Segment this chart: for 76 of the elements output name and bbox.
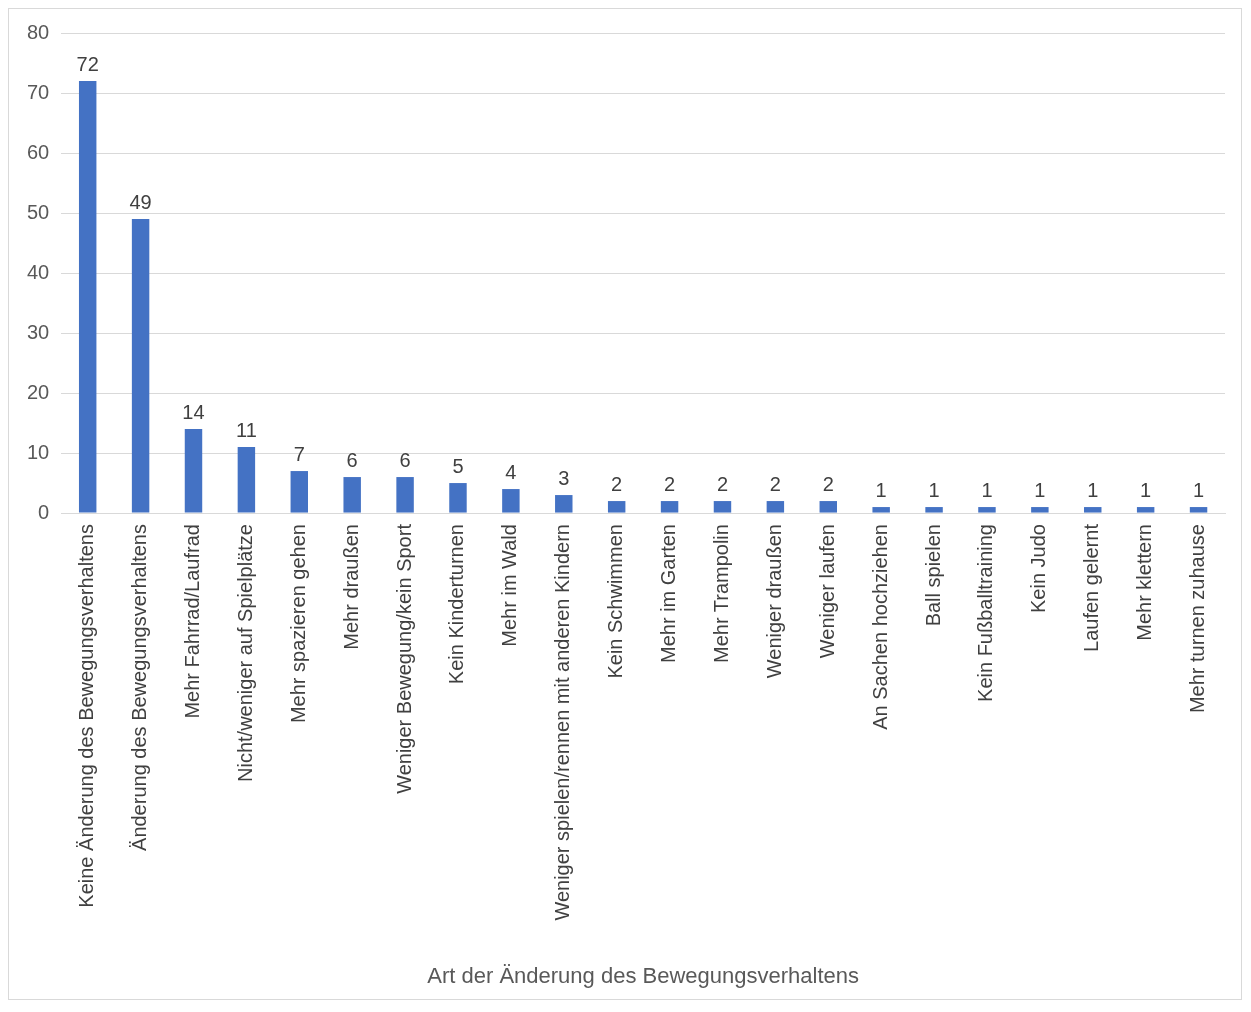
bar [502,489,520,513]
x-axis-title: Art der Änderung des Bewegungsverhaltens [427,962,859,988]
y-tick-label: 70 [27,80,50,103]
bar [978,507,996,513]
data-label: 1 [875,478,887,501]
data-label: 7 [293,442,305,465]
bar [925,507,943,513]
x-tick-label: Mehr im Garten [657,524,680,663]
y-tick-label: 30 [27,320,50,343]
bar [872,507,890,513]
data-label: 1 [1034,478,1046,501]
y-tick-label: 40 [27,260,50,283]
x-tick-label: Weniger Bewegung/kein Sport [392,523,415,794]
data-label: 2 [611,472,623,495]
x-tick-label: Kein Schwimmen [604,524,627,679]
x-tick-label: Kein Judo [1027,524,1050,614]
x-tick-label: Weniger draußen [762,524,785,679]
bar [78,81,97,513]
y-tick-label: 10 [27,440,50,463]
data-label: 2 [664,472,676,495]
data-label: 11 [236,418,257,441]
x-tick-label: Keine Änderung des Bewegungsverhaltens [75,524,98,908]
x-tick-label: Mehr im Wald [498,524,521,647]
data-label: 6 [399,448,411,471]
data-label: 2 [716,472,729,495]
y-tick-label: 80 [27,20,50,43]
data-label: 2 [769,472,781,495]
x-tick-label: Kein Kinderturnen [445,524,468,685]
data-label: 14 [182,400,205,423]
x-tick-label: An Sachen hochziehen [868,524,891,730]
bar [555,495,573,513]
x-tick-label: Änderung des Bewegungsverhaltens [128,524,151,851]
x-tick-label: Nicht/weniger auf Spielplätze [233,524,256,782]
data-label: 3 [558,466,570,489]
bar [1136,507,1155,513]
y-tick-label: 60 [27,140,50,163]
y-tick-label: 0 [38,500,50,523]
bar [766,501,785,513]
bar [449,483,467,513]
x-tick-label: Weniger laufen [815,524,838,659]
data-label: 1 [1140,478,1152,501]
x-tick-label: Mehr turnen zuhause [1186,524,1209,714]
bar [1189,507,1208,513]
x-tick-label: Mehr draußen [339,524,362,650]
bar [1031,507,1049,513]
data-label: 49 [129,190,152,213]
bar [396,477,414,513]
x-tick-label: Mehr spazieren gehen [286,524,309,724]
bar [131,219,150,513]
data-label: 4 [505,460,517,483]
bar [1084,507,1102,513]
bar [290,471,309,513]
x-tick-label: Kein Fußballtraining [974,524,997,702]
bar [184,429,203,513]
x-tick-label: Mehr Fahrrad/Laufrad [181,524,204,719]
data-label: 2 [822,472,834,495]
data-label: 1 [1192,478,1205,501]
data-label: 5 [452,454,464,477]
bar [343,477,361,513]
data-label: 1 [981,478,993,501]
y-tick-label: 20 [27,380,50,403]
x-tick-label: Ball spielen [921,524,944,627]
bar [237,447,256,513]
x-tick-label: Mehr Trampolin [709,524,732,663]
bar [660,501,679,513]
y-tick-label: 50 [27,200,50,223]
bar [713,501,732,513]
data-label: 1 [1087,478,1099,501]
data-label: 1 [928,478,940,501]
x-tick-label: Mehr klettern [1133,524,1156,641]
bar [819,501,837,513]
data-label: 6 [346,448,358,471]
data-label: 72 [76,52,99,75]
bar [607,501,626,513]
x-tick-label: Weniger spielen/rennen mit anderen Kindern [551,524,574,921]
x-tick-label: Laufen gelernt [1080,523,1103,652]
